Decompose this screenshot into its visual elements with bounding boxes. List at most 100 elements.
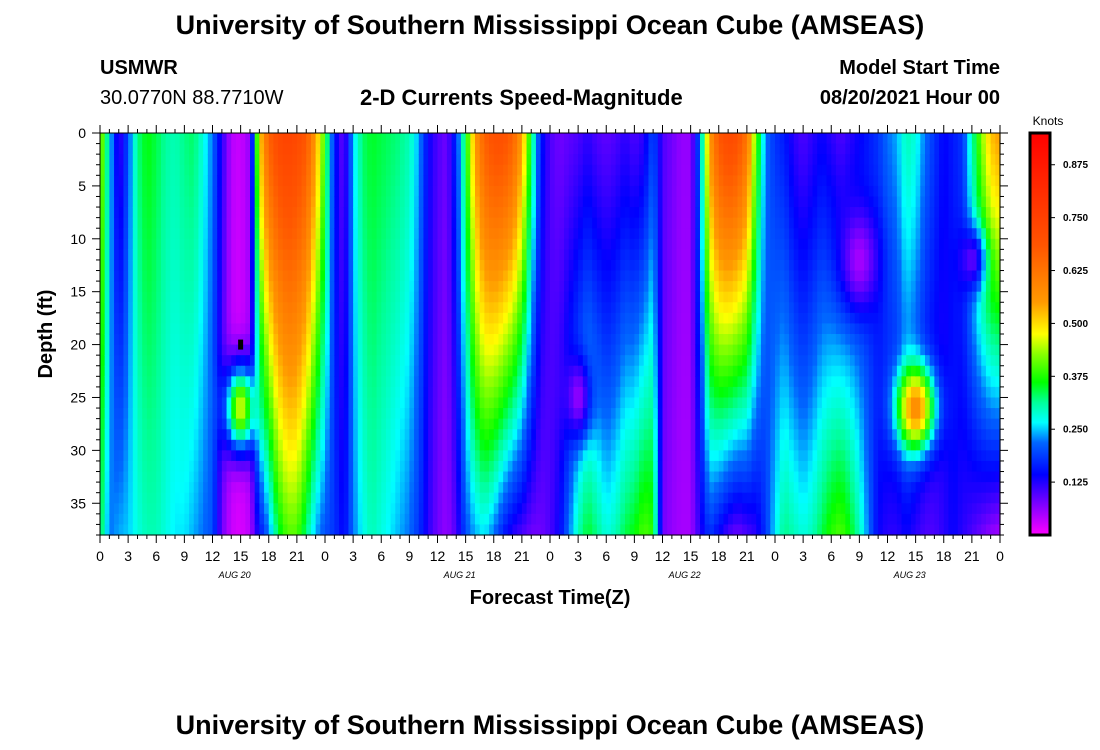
heatmap-cell [189,397,195,409]
heatmap-cell [625,513,631,526]
heatmap-cell [254,492,260,504]
heatmap-cell [610,386,617,399]
heatmap-cell [582,323,589,335]
heatmap-cell [362,365,368,377]
heatmap-cell [554,355,560,367]
heatmap-cell [610,524,617,536]
heatmap-cell [531,365,537,377]
heatmap-cell [573,291,579,303]
heatmap-cell [367,397,373,409]
heatmap-cell [517,376,523,388]
heatmap-cell [690,344,696,356]
heatmap-cell [582,344,589,356]
heatmap-cell [489,334,495,346]
heatmap-cell [362,164,368,176]
heatmap-cell [559,471,565,483]
heatmap-cell [240,302,246,314]
heatmap-cell [217,513,223,526]
heatmap-cell [156,154,162,166]
heatmap-cell [207,513,214,526]
heatmap-cell [268,386,275,399]
heatmap-cell [507,450,514,462]
heatmap-cell [203,175,209,187]
heatmap-cell [198,386,204,399]
heatmap-cell [432,355,439,367]
heatmap-cell [409,429,415,441]
heatmap-cell [184,429,190,441]
heatmap-cell [231,164,237,176]
heatmap-cell [545,270,551,282]
heatmap-cell [343,164,350,176]
heatmap-cell [118,302,125,314]
heatmap-cell [264,164,270,176]
heatmap-cell [296,376,303,388]
heatmap-cell [165,492,171,504]
heatmap-cell [179,207,185,219]
heatmap-cell [104,365,110,377]
heatmap-cell [207,460,214,473]
heatmap-cell [418,513,425,526]
heatmap-cell [451,185,457,198]
heatmap-cell [329,154,335,166]
heatmap-cell [437,365,443,377]
heatmap-cell [634,439,640,451]
heatmap-cell [282,418,289,430]
heatmap-cell [334,249,340,261]
heatmap-cell [385,281,392,293]
heatmap-cell [587,291,593,303]
heatmap-cell [653,418,659,430]
heatmap-cell [601,334,607,346]
heatmap-cell [690,281,696,293]
heatmap-cell [381,524,387,536]
heatmap-cell [489,249,495,261]
heatmap-cell [559,460,565,473]
heatmap-cell [503,154,509,166]
heatmap-cell [137,143,143,155]
heatmap-cell [578,185,584,198]
heatmap-cell [362,408,368,420]
heatmap-cell [414,492,420,504]
heatmap-cell [207,133,214,145]
heatmap-cell [639,471,645,483]
heatmap-cell [156,524,162,536]
heatmap-cell [362,439,368,451]
heatmap-cell [676,460,682,473]
heatmap-cell [160,429,167,441]
heatmap-cell [685,376,692,388]
heatmap-cell [671,334,678,346]
heatmap-cell [503,270,509,282]
heatmap-cell [367,164,373,176]
heatmap-cell [226,302,232,314]
heatmap-cell [376,503,382,515]
heatmap-cell [625,154,631,166]
heatmap-cell [123,154,129,166]
heatmap-cell [170,439,176,451]
heatmap-cell [306,450,312,462]
heatmap-cell [643,238,650,250]
heatmap-cell [681,365,687,377]
heatmap-cell [296,175,303,187]
heatmap-cell [437,418,443,430]
heatmap-cell [123,207,129,219]
heatmap-cell [123,291,129,303]
heatmap-cell [109,418,115,430]
heatmap-cell [592,397,598,409]
heatmap-cell [559,418,565,430]
heatmap-cell [625,386,631,399]
heatmap-cell [432,249,439,261]
heatmap-cell [418,249,425,261]
heatmap-cell [296,154,303,166]
heatmap-cell [578,259,584,272]
heatmap-cell [245,270,251,282]
heatmap-cell [503,249,509,261]
heatmap-cell [268,228,275,240]
heatmap-cell [320,196,326,208]
heatmap-cell [132,524,139,536]
heatmap-cell [540,450,546,462]
heatmap-cell [442,450,448,462]
heatmap-cell [343,503,350,515]
heatmap-cell [676,524,682,536]
heatmap-cell [676,270,682,282]
heatmap-cell [184,365,190,377]
heatmap-cell [235,450,242,462]
